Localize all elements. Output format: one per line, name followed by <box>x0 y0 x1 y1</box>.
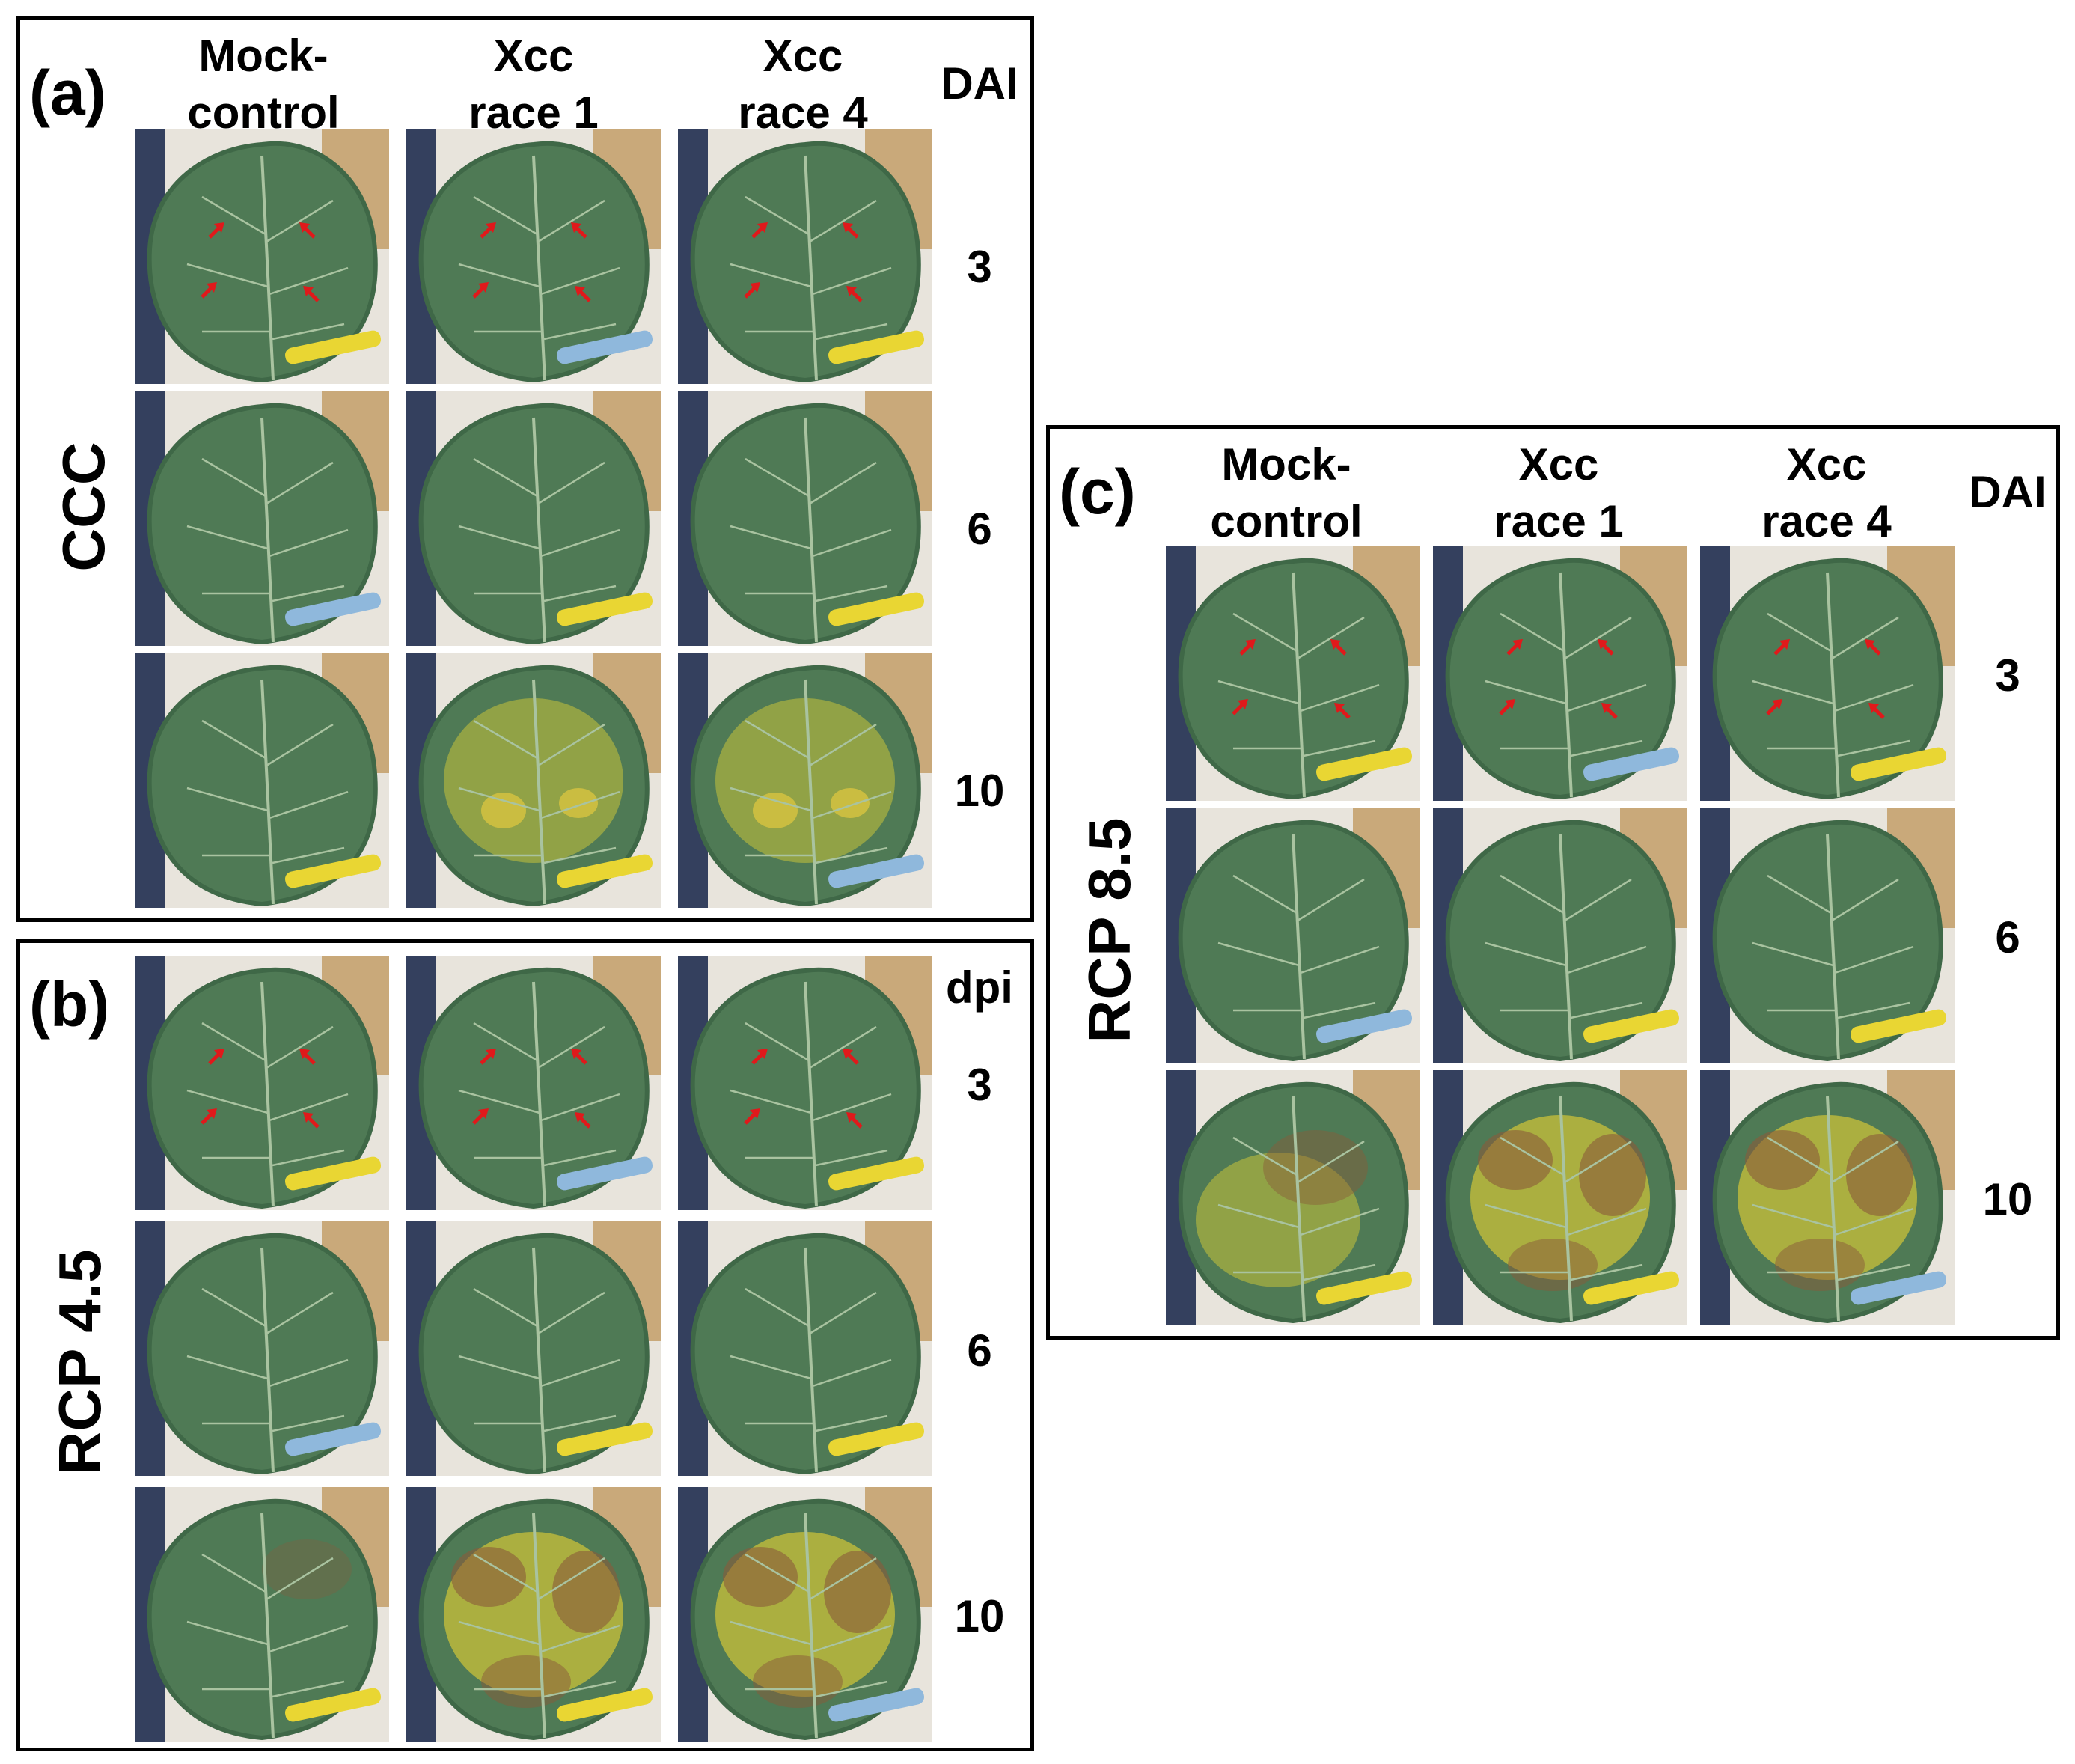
col-header-a-1: Xcc race 1 <box>468 31 599 138</box>
time-label-a-1: 6 <box>967 504 992 554</box>
col-header-a-2: Xcc race 4 <box>738 31 868 138</box>
col-header-c-0: Mock- control <box>1210 439 1363 546</box>
leaf-photo-c-r2-c1 <box>1433 1070 1687 1325</box>
condition-label-b: RCP 4.5 <box>46 1249 113 1475</box>
leaf-photo-a-r0-c2 <box>678 129 932 384</box>
leaf-photo-c-r1-c1 <box>1433 808 1687 1063</box>
leaf-photo-a-r1-c2 <box>678 391 932 646</box>
time-label-b-2: 10 <box>954 1591 1005 1641</box>
time-label-c-2: 10 <box>1982 1174 2033 1224</box>
time-label-a-2: 10 <box>954 766 1005 816</box>
leaf-photo-c-r0-c1 <box>1433 546 1687 801</box>
time-label-a-0: 3 <box>967 242 992 292</box>
leaf-photo-b-r1-c0 <box>135 1221 389 1476</box>
leaf-photo-b-r0-c0 <box>135 956 389 1210</box>
leaf-photo-b-r0-c1 <box>406 956 661 1210</box>
leaf-photo-a-r1-c1 <box>406 391 661 646</box>
time-label-c-0: 3 <box>1995 650 2020 701</box>
leaf-photo-b-r2-c0 <box>135 1487 389 1742</box>
time-label-b-1: 6 <box>967 1325 992 1376</box>
leaf-photo-b-r1-c2 <box>678 1221 932 1476</box>
leaf-photo-b-r2-c1 <box>406 1487 661 1742</box>
leaf-photo-c-r2-c2 <box>1700 1070 1955 1325</box>
col-header-a-0: Mock- control <box>187 31 340 138</box>
leaf-photo-a-r2-c1 <box>406 653 661 908</box>
leaf-photo-b-r2-c2 <box>678 1487 932 1742</box>
leaf-photo-a-r0-c0 <box>135 129 389 384</box>
panel-b-letter: (b) <box>29 969 110 1040</box>
leaf-photo-c-r1-c2 <box>1700 808 1955 1063</box>
leaf-photo-b-r0-c2 <box>678 956 932 1210</box>
time-header-c: DAI <box>1969 467 2047 517</box>
time-header-a: DAI <box>941 58 1018 109</box>
leaf-photo-c-r0-c0 <box>1166 546 1420 801</box>
leaf-photo-c-r1-c0 <box>1166 808 1420 1063</box>
leaf-photo-a-r2-c0 <box>135 653 389 908</box>
leaf-photo-b-r1-c1 <box>406 1221 661 1476</box>
leaf-photo-a-r0-c1 <box>406 129 661 384</box>
time-label-c-1: 6 <box>1995 912 2020 962</box>
panel-a-letter: (a) <box>29 58 106 128</box>
time-label-b-0: 3 <box>967 1060 992 1110</box>
condition-label-a: CCC <box>50 442 117 572</box>
condition-label-c: RCP 8.5 <box>1076 817 1143 1043</box>
leaf-photo-a-r2-c2 <box>678 653 932 908</box>
col-header-c-1: Xcc race 1 <box>1494 439 1624 546</box>
time-header-b: dpi <box>946 962 1013 1013</box>
col-header-c-2: Xcc race 4 <box>1761 439 1892 546</box>
leaf-photo-c-r0-c2 <box>1700 546 1955 801</box>
leaf-photo-a-r1-c0 <box>135 391 389 646</box>
leaf-photo-c-r2-c0 <box>1166 1070 1420 1325</box>
panel-c-letter: (c) <box>1059 457 1136 527</box>
